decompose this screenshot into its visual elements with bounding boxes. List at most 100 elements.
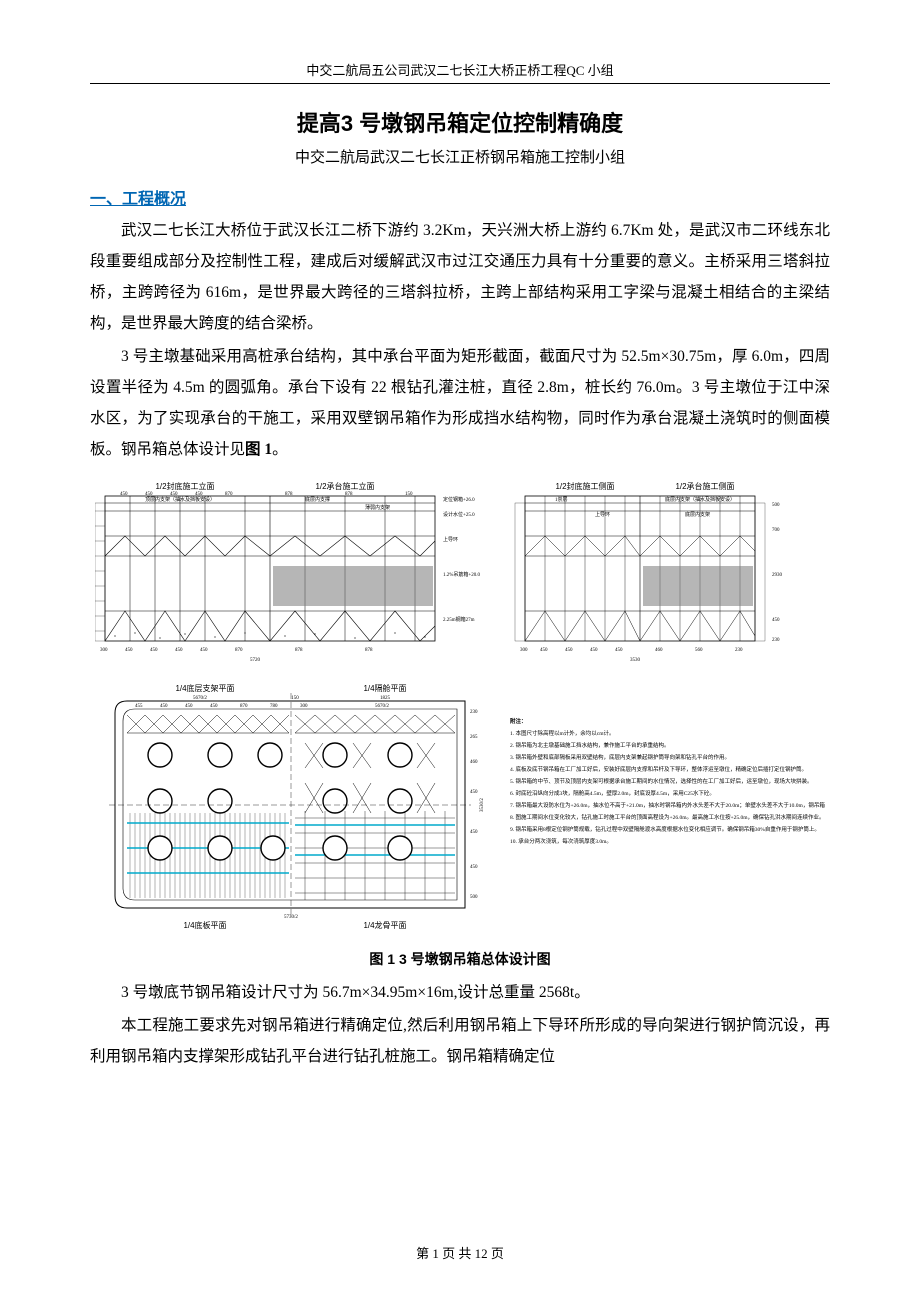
dim: 265 [470, 735, 478, 740]
dim: 450 [615, 648, 623, 653]
label: 顶层内支架（抽水及挡板安设） [145, 496, 215, 503]
dim: 450 [150, 648, 158, 653]
dim: 450 [185, 704, 193, 709]
dim: 5720 [250, 658, 261, 663]
view-label-mid-left: 1/4底层支架平面 [175, 683, 234, 693]
page-title: 提高3 号墩钢吊箱定位控制精确度 [90, 106, 830, 138]
dim: 1825 [380, 696, 391, 701]
note: 4. 底板及底节钢吊箱在工厂加工好后，安装好底层内支撑和吊杆及下导环，整体浮运至… [510, 765, 807, 773]
dim: 230 [735, 648, 743, 653]
dim: 230 [772, 638, 780, 643]
dim: 870 [235, 648, 243, 653]
view-label-top-r1: 1/2封底施工侧面 [555, 481, 614, 491]
note: 1. 本图尺寸除高程以m计外，余均以cm计。 [510, 729, 615, 737]
dim: 700 [772, 528, 780, 533]
footer-suffix: 页 [488, 1246, 504, 1261]
label: 上导环 [443, 536, 458, 543]
note: 9. 钢吊箱采用8根定位钢护筒规载，钻孔过程中双壁隔舱渡水高度根据水位变化相应调… [510, 825, 820, 833]
view-label-top-r2: 1/2承台施工侧面 [675, 481, 734, 491]
note: 6. 封底砼沿纵向分成3块，隔舱高4.5m，壁厚2.0m，封底设厚4.5m，采用… [510, 789, 715, 797]
view-label-bot-right: 1/4龙骨平面 [363, 920, 406, 930]
dim: 450 [590, 648, 598, 653]
note: 2. 钢吊箱为北主墩基础施工挡水结构，兼作施工平台的承重结构。 [510, 741, 670, 749]
notes-title: 附注： [510, 717, 527, 725]
dim: 450 [200, 648, 208, 653]
dim: 230 [470, 710, 478, 715]
label: 底层内支撑 [305, 496, 330, 503]
figure-1-caption: 图 1 3 号墩钢吊箱总体设计图 [90, 949, 830, 969]
dim: 450 [470, 865, 478, 870]
view-label-top-left: 1/2封底施工立面 [155, 481, 214, 491]
dim: 780 [270, 704, 278, 709]
dim: 500 [772, 503, 780, 508]
dim: 460 [655, 648, 663, 653]
dim: 450 [565, 648, 573, 653]
dim: 450 [210, 704, 218, 709]
dim: 560 [695, 648, 703, 653]
dim: 3530/2 [480, 798, 485, 812]
dim: 870 [240, 704, 248, 709]
dim: 5670/2 [375, 704, 389, 709]
dim: 870 [225, 492, 233, 497]
running-header: 中交二航局五公司武汉二七长江大桥正桥工程QC 小组 [90, 60, 830, 84]
page-subtitle: 中交二航局武汉二七长江正桥钢吊箱施工控制小组 [90, 146, 830, 167]
dim: 878 [365, 648, 373, 653]
note: 10. 承台分两次浇筑，每次浇筑厚度3.0m。 [510, 837, 612, 845]
dim: 2930 [772, 573, 783, 578]
dim: 150 [291, 696, 299, 701]
label: 定位钢箱+26.0 [443, 496, 475, 503]
dim: 450 [170, 492, 178, 497]
label: 底层内支架 [685, 511, 710, 518]
dim: 878 [285, 492, 293, 497]
dim: 450 [540, 648, 548, 653]
label: 1崇层 [555, 496, 568, 503]
note: 5. 钢吊箱的中节、顶节及顶层内支架可根据承台施工期间的水位情况，选择性的在工厂… [510, 777, 813, 785]
dim: 300 [100, 648, 108, 653]
dim: 450 [160, 704, 168, 709]
label: 薄弱内支架 [365, 504, 390, 511]
paragraph-2-b: 。 [272, 441, 288, 458]
figure-1-svg: 1/2封底施工立面 1/2承台施工立面 [95, 473, 825, 943]
view-label-mid-right: 1/4隔舱平面 [363, 683, 406, 693]
footer-prefix: 第 [416, 1246, 432, 1261]
note: 3. 钢吊箱外壁和底部隔板采用双壁结构，底层内支架兼起钢护筒导向架和钻孔平台的作… [510, 753, 730, 761]
note: 8. 图施工期间水位变化较大，钻孔施工时施工平台的顶面高程设为+26.0m。最高… [510, 813, 825, 821]
label: 底层内支架（抽水及挡板安设） [665, 496, 735, 503]
dim: 455 [135, 704, 143, 709]
paragraph-4: 本工程施工要求先对钢吊箱进行精确定位,然后利用钢吊箱上下导环所形成的导向架进行钢… [90, 1010, 830, 1072]
dim: 450 [175, 648, 183, 653]
dim: 450 [470, 790, 478, 795]
paragraph-2-a: 3 号主墩基础采用高桩承台结构，其中承台平面为矩形截面，截面尺寸为 52.5m×… [90, 348, 830, 458]
label: 设计水位+25.0 [443, 511, 475, 518]
dim: 3530 [630, 658, 641, 663]
figure-1: 1/2封底施工立面 1/2承台施工立面 [90, 473, 830, 969]
paragraph-3: 3 号墩底节钢吊箱设计尺寸为 56.7m×34.95m×16m,设计总重量 25… [90, 977, 830, 1008]
paragraph-2: 3 号主墩基础采用高桩承台结构，其中承台平面为矩形截面，截面尺寸为 52.5m×… [90, 341, 830, 465]
dim: 500 [470, 895, 478, 900]
page-footer: 第 1 页 共 12 页 [90, 1243, 830, 1262]
footer-total: 12 [475, 1246, 488, 1261]
page: 中交二航局五公司武汉二七长江大桥正桥工程QC 小组 提高3 号墩钢吊箱定位控制精… [0, 0, 920, 1302]
dim: 878 [345, 492, 353, 497]
dim: 450 [195, 492, 203, 497]
dim: 300 [300, 704, 308, 709]
label: 上导环 [595, 511, 610, 518]
dim: 150 [405, 492, 413, 497]
figure-notes: 附注： 1. 本图尺寸除高程以m计外，余均以cm计。 2. 钢吊箱为北主墩基础施… [510, 717, 825, 845]
dim: 5670/2 [193, 696, 207, 701]
figure-ref-1: 图 1 [245, 441, 272, 458]
footer-mid: 页 共 [439, 1246, 475, 1261]
view-label-top-mid: 1/2承台施工立面 [315, 481, 374, 491]
dim: 450 [125, 648, 133, 653]
dim: 460 [470, 760, 478, 765]
label: 2.25m钢箱27m [443, 616, 475, 623]
paragraph-1: 武汉二七长江大桥位于武汉长江二桥下游约 3.2Km，天兴洲大桥上游约 6.7Km… [90, 215, 830, 339]
dim: 878 [295, 648, 303, 653]
dim: 450 [772, 618, 780, 623]
dim: 450 [470, 830, 478, 835]
view-label-bot-left: 1/4底板平面 [183, 920, 226, 930]
label: 1.2%吊筋箱+20.0 [443, 571, 480, 578]
dim: 450 [145, 492, 153, 497]
dim: 300 [520, 648, 528, 653]
note: 7. 钢吊箱最大设防水位为+26.0m，抽水位不高于+21.0m，抽水时钢吊箱内… [510, 801, 825, 809]
